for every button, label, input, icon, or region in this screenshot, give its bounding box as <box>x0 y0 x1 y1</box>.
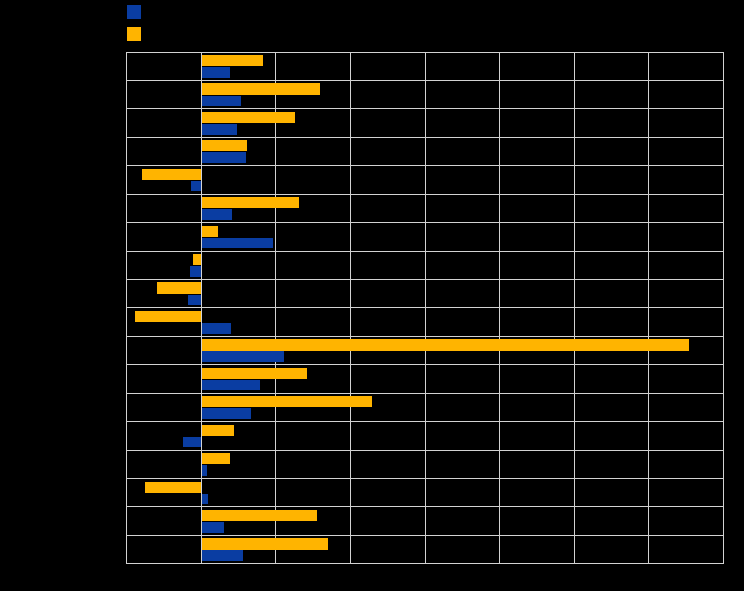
bar-series-orange-row-5 <box>142 168 201 180</box>
gridline <box>126 563 724 565</box>
bar-series-orange-row-1 <box>201 55 263 67</box>
gridline <box>126 278 724 280</box>
bar-series-orange-row-16 <box>144 481 201 493</box>
bar-series-blue-row-1 <box>201 67 230 78</box>
bar-series-blue-row-4 <box>201 152 246 163</box>
gridline <box>126 335 724 337</box>
bar-series-orange-row-3 <box>201 111 295 124</box>
bar-series-orange-row-15 <box>201 453 230 465</box>
legend-swatch-orange <box>127 27 141 41</box>
gridline <box>126 307 724 309</box>
bar-series-orange-row-2 <box>201 83 321 95</box>
gridline <box>126 79 724 81</box>
bar-series-orange-row-11 <box>201 339 689 351</box>
gridline <box>126 51 724 53</box>
bar-series-orange-row-7 <box>201 225 219 237</box>
gridline <box>126 136 724 138</box>
bar-series-orange-row-4 <box>201 140 248 152</box>
bar-series-blue-row-14 <box>182 436 201 448</box>
bar-series-blue-row-9 <box>187 294 201 306</box>
bar-series-blue-row-16 <box>201 493 208 505</box>
bar-series-blue-row-15 <box>201 465 207 476</box>
bar-series-blue-row-5 <box>190 180 201 192</box>
bar-series-blue-row-6 <box>201 209 233 220</box>
bar-series-orange-row-18 <box>201 538 328 550</box>
bar-series-blue-row-3 <box>201 123 237 135</box>
gridline <box>126 392 724 394</box>
legend-swatch-blue <box>127 5 141 19</box>
gridline <box>126 534 724 536</box>
gridline <box>126 108 724 110</box>
gridline <box>126 193 724 195</box>
bar-series-blue-row-8 <box>190 266 201 277</box>
bar-series-blue-row-2 <box>201 95 242 107</box>
bar-series-orange-row-10 <box>134 310 201 323</box>
bar-series-blue-row-13 <box>201 408 251 419</box>
bar-series-blue-row-18 <box>201 550 244 562</box>
bar-series-blue-row-7 <box>201 237 274 249</box>
bar-series-orange-row-8 <box>193 254 201 266</box>
gridline <box>126 478 724 479</box>
bar-series-orange-row-6 <box>201 197 299 209</box>
gridline <box>126 449 724 451</box>
bar-series-orange-row-13 <box>201 396 372 408</box>
gridline <box>126 364 724 366</box>
bar-series-orange-row-12 <box>201 367 307 379</box>
bar-series-blue-row-10 <box>201 323 231 334</box>
bar-series-blue-row-12 <box>201 379 260 391</box>
gridline <box>126 250 724 252</box>
gridline <box>126 506 724 508</box>
gridline <box>126 222 724 224</box>
gridline <box>126 421 724 423</box>
bar-series-orange-row-14 <box>201 424 234 436</box>
bar-series-orange-row-9 <box>156 282 201 294</box>
bar-series-blue-row-11 <box>201 351 284 363</box>
gridline <box>126 165 724 167</box>
bar-series-orange-row-17 <box>201 509 317 522</box>
bar-series-blue-row-17 <box>201 522 224 533</box>
